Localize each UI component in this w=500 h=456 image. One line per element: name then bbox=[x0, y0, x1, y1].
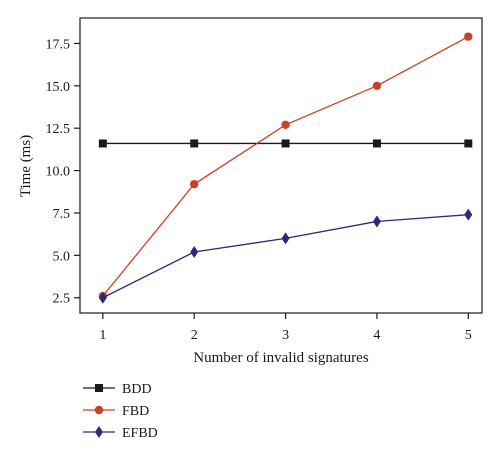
data-point-bdd bbox=[281, 139, 290, 148]
y-tick-label: 15.0 bbox=[46, 80, 71, 95]
legend-item-bdd: BDD bbox=[83, 382, 152, 397]
legend-label: FBD bbox=[122, 404, 149, 419]
legend-item-fbd: FBD bbox=[83, 404, 149, 419]
legend-marker bbox=[95, 384, 103, 392]
legend-label: BDD bbox=[122, 382, 152, 397]
series-fbd bbox=[98, 32, 473, 301]
x-tick-label: 3 bbox=[282, 328, 289, 343]
legend-label: EFBD bbox=[122, 426, 158, 441]
data-point-fbd bbox=[190, 179, 199, 189]
data-point-bdd bbox=[464, 139, 473, 148]
data-point-bdd bbox=[190, 139, 199, 148]
series-line-efbd bbox=[102, 214, 469, 299]
legend-item-efbd: EFBD bbox=[83, 426, 158, 441]
data-point-efbd bbox=[464, 208, 473, 221]
legend-marker bbox=[95, 426, 103, 438]
x-tick-label: 1 bbox=[99, 328, 106, 343]
legend-marker bbox=[94, 405, 104, 415]
series-line-fbd bbox=[102, 36, 469, 297]
y-tick-label: 17.5 bbox=[46, 37, 71, 52]
data-point-fbd bbox=[281, 120, 290, 130]
series-efbd bbox=[98, 208, 473, 304]
x-axis-title: Number of invalid signatures bbox=[193, 350, 369, 366]
y-axis: 2.5 5.0 7.5 10.0 12.5 15.0 17.5 bbox=[46, 37, 80, 307]
data-point-efbd bbox=[190, 245, 199, 258]
legend: BDD FBD EFBD bbox=[83, 382, 158, 441]
y-tick-label: 7.5 bbox=[53, 207, 71, 222]
data-point-fbd bbox=[464, 32, 473, 41]
y-tick-label: 2.5 bbox=[53, 292, 71, 307]
x-tick-label: 2 bbox=[191, 328, 198, 343]
x-axis: 1 2 3 4 5 bbox=[99, 313, 472, 343]
data-point-bdd bbox=[98, 139, 107, 148]
y-tick-label: 10.0 bbox=[46, 165, 71, 180]
data-point-bdd bbox=[372, 139, 381, 148]
data-point-efbd bbox=[281, 232, 290, 245]
series-bdd bbox=[98, 139, 473, 148]
data-point-efbd bbox=[98, 291, 107, 304]
y-tick-label: 12.5 bbox=[46, 122, 71, 137]
x-tick-label: 4 bbox=[373, 328, 380, 343]
data-point-efbd bbox=[372, 215, 381, 228]
y-tick-label: 5.0 bbox=[53, 249, 71, 264]
plot-frame bbox=[79, 17, 483, 314]
data-point-fbd bbox=[372, 81, 382, 91]
x-tick-label: 5 bbox=[465, 328, 472, 343]
series-layer bbox=[98, 32, 473, 304]
y-axis-title: Time (ms) bbox=[18, 135, 34, 197]
